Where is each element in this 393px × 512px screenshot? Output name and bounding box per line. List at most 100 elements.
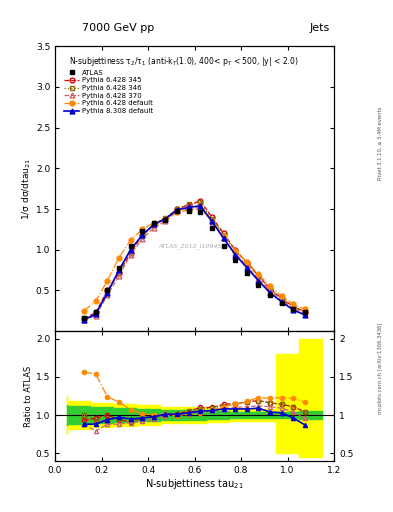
- Pythia 8.308 default: [291, 307, 296, 313]
- Pythia 6.428 345: [198, 198, 203, 204]
- ATLAS: [268, 291, 272, 297]
- Pythia 6.428 345: [140, 232, 145, 238]
- ATLAS: [175, 208, 180, 215]
- Line: Pythia 6.428 346: Pythia 6.428 346: [82, 200, 307, 321]
- Pythia 6.428 370: [221, 235, 226, 241]
- Pythia 6.428 345: [163, 216, 168, 222]
- Pythia 8.308 default: [268, 290, 272, 296]
- Pythia 6.428 345: [279, 295, 284, 302]
- Pythia 6.428 345: [233, 247, 238, 253]
- Pythia 6.428 default: [117, 255, 121, 261]
- Pythia 6.428 346: [268, 286, 272, 292]
- Pythia 6.428 default: [151, 220, 156, 226]
- Line: Pythia 6.428 370: Pythia 6.428 370: [82, 204, 307, 322]
- Pythia 6.428 default: [221, 233, 226, 239]
- Line: Pythia 6.428 345: Pythia 6.428 345: [82, 199, 307, 322]
- Pythia 6.428 default: [268, 283, 272, 289]
- Pythia 6.428 346: [244, 260, 249, 266]
- Pythia 6.428 346: [233, 247, 238, 253]
- ATLAS: [117, 265, 121, 271]
- Pythia 6.428 345: [175, 206, 180, 212]
- Pythia 8.308 default: [279, 299, 284, 305]
- ATLAS: [140, 228, 145, 234]
- Text: Rivet 3.1.10, ≥ 3.4M events: Rivet 3.1.10, ≥ 3.4M events: [378, 106, 383, 180]
- Pythia 6.428 346: [163, 215, 168, 221]
- Pythia 6.428 346: [117, 269, 121, 275]
- Pythia 8.308 default: [94, 311, 98, 317]
- Pythia 6.428 370: [163, 218, 168, 224]
- Pythia 6.428 345: [303, 309, 307, 315]
- Pythia 6.428 default: [291, 301, 296, 307]
- Pythia 6.428 370: [209, 219, 214, 225]
- Pythia 8.308 default: [128, 247, 133, 253]
- Pythia 6.428 345: [186, 202, 191, 208]
- Pythia 8.308 default: [221, 235, 226, 241]
- Pythia 6.428 346: [151, 221, 156, 227]
- Pythia 6.428 346: [175, 206, 180, 212]
- ATLAS: [163, 217, 168, 223]
- Pythia 8.308 default: [256, 278, 261, 284]
- X-axis label: N-subjettiness tau$_{21}$: N-subjettiness tau$_{21}$: [145, 477, 244, 492]
- Pythia 6.428 345: [244, 260, 249, 266]
- Pythia 6.428 346: [140, 233, 145, 239]
- Y-axis label: 1/σ dσ/dtau$_{21}$: 1/σ dσ/dtau$_{21}$: [20, 158, 33, 220]
- Pythia 6.428 346: [128, 249, 133, 255]
- Pythia 6.428 370: [256, 276, 261, 282]
- ATLAS: [279, 300, 284, 306]
- Pythia 6.428 346: [94, 310, 98, 316]
- Y-axis label: Ratio to ATLAS: Ratio to ATLAS: [24, 366, 33, 426]
- Pythia 6.428 370: [244, 263, 249, 269]
- Text: 7000 GeV pp: 7000 GeV pp: [82, 23, 154, 33]
- Pythia 6.428 370: [303, 310, 307, 316]
- Text: ATLAS_2012_I1094564: ATLAS_2012_I1094564: [159, 243, 230, 248]
- Pythia 6.428 345: [268, 286, 272, 292]
- Pythia 6.428 default: [303, 306, 307, 312]
- Pythia 6.428 default: [94, 298, 98, 304]
- Pythia 6.428 345: [82, 316, 86, 322]
- Pythia 6.428 default: [279, 293, 284, 299]
- Pythia 6.428 345: [291, 304, 296, 310]
- Pythia 6.428 370: [279, 297, 284, 303]
- Pythia 6.428 default: [198, 206, 203, 212]
- Pythia 6.428 370: [140, 236, 145, 242]
- Pythia 8.308 default: [244, 265, 249, 271]
- Pythia 8.308 default: [186, 204, 191, 210]
- Pythia 6.428 346: [303, 309, 307, 315]
- ATLAS: [105, 287, 110, 293]
- Pythia 6.428 370: [151, 225, 156, 231]
- Pythia 6.428 default: [233, 247, 238, 253]
- ATLAS: [221, 243, 226, 249]
- ATLAS: [244, 269, 249, 275]
- Pythia 6.428 345: [151, 222, 156, 228]
- ATLAS: [233, 257, 238, 263]
- ATLAS: [94, 309, 98, 315]
- Pythia 8.308 default: [198, 203, 203, 209]
- ATLAS: [186, 207, 191, 214]
- Pythia 8.308 default: [233, 251, 238, 258]
- Pythia 6.428 370: [82, 317, 86, 323]
- ATLAS: [303, 309, 307, 315]
- Pythia 8.308 default: [303, 312, 307, 318]
- Pythia 6.428 default: [128, 237, 133, 243]
- ATLAS: [198, 209, 203, 216]
- Line: Pythia 8.308 default: Pythia 8.308 default: [82, 203, 307, 322]
- Line: Pythia 6.428 default: Pythia 6.428 default: [82, 206, 307, 313]
- ATLAS: [256, 282, 261, 288]
- Pythia 6.428 346: [186, 201, 191, 207]
- Pythia 6.428 345: [117, 269, 121, 275]
- Pythia 6.428 346: [105, 290, 110, 296]
- Pythia 6.428 default: [82, 308, 86, 314]
- Pythia 6.428 346: [279, 295, 284, 302]
- Pythia 6.428 default: [209, 218, 214, 224]
- Pythia 6.428 346: [209, 216, 214, 222]
- Pythia 6.428 346: [256, 273, 261, 279]
- Pythia 6.428 default: [244, 259, 249, 265]
- Legend: ATLAS, Pythia 6.428 345, Pythia 6.428 346, Pythia 6.428 370, Pythia 6.428 defaul: ATLAS, Pythia 6.428 345, Pythia 6.428 34…: [64, 70, 153, 114]
- Pythia 6.428 346: [221, 232, 226, 238]
- Pythia 6.428 345: [94, 309, 98, 315]
- Pythia 6.428 345: [209, 214, 214, 220]
- Pythia 6.428 default: [163, 216, 168, 222]
- Pythia 8.308 default: [163, 216, 168, 222]
- Pythia 6.428 345: [105, 287, 110, 293]
- ATLAS: [128, 243, 133, 249]
